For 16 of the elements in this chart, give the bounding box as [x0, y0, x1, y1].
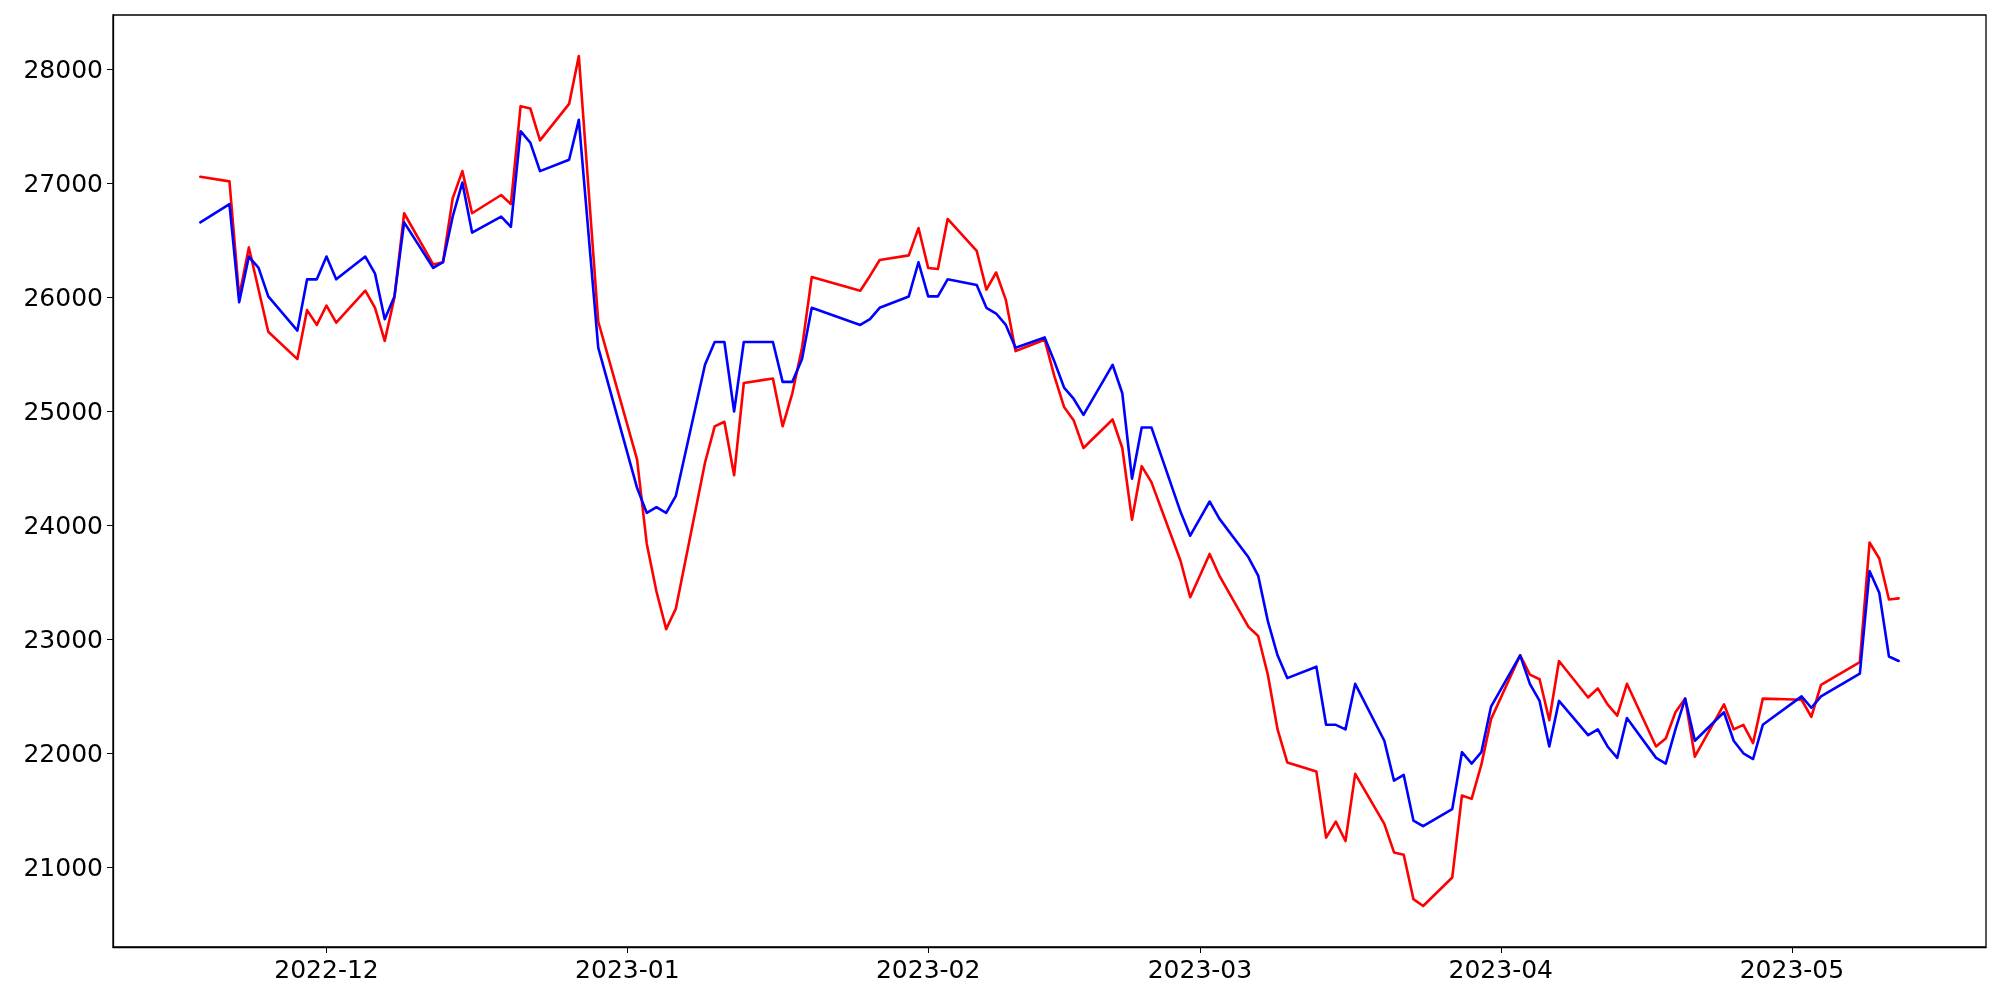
y-tick-label: 24000 — [23, 510, 103, 540]
y-tick-label: 27000 — [23, 169, 103, 199]
x-tick-label: 2023-01 — [575, 955, 680, 984]
y-tick-label: 26000 — [23, 283, 103, 313]
line-series — [199, 54, 1900, 908]
x-tick-label: 2023-04 — [1448, 955, 1553, 984]
x-tick-label: 2023-03 — [1147, 955, 1253, 984]
x-tick-label: 2023-02 — [875, 955, 981, 984]
x-tick-label: 2022-12 — [274, 955, 379, 984]
y-tick-label: 23000 — [23, 624, 103, 654]
x-tick-label: 2023-05 — [1739, 955, 1845, 984]
line-series — [199, 118, 1900, 828]
y-tick-label: 28000 — [23, 55, 103, 85]
y-tick-label: 22000 — [23, 738, 103, 768]
y-tick-label: 25000 — [23, 397, 103, 426]
y-tick-label: 21000 — [23, 852, 103, 882]
